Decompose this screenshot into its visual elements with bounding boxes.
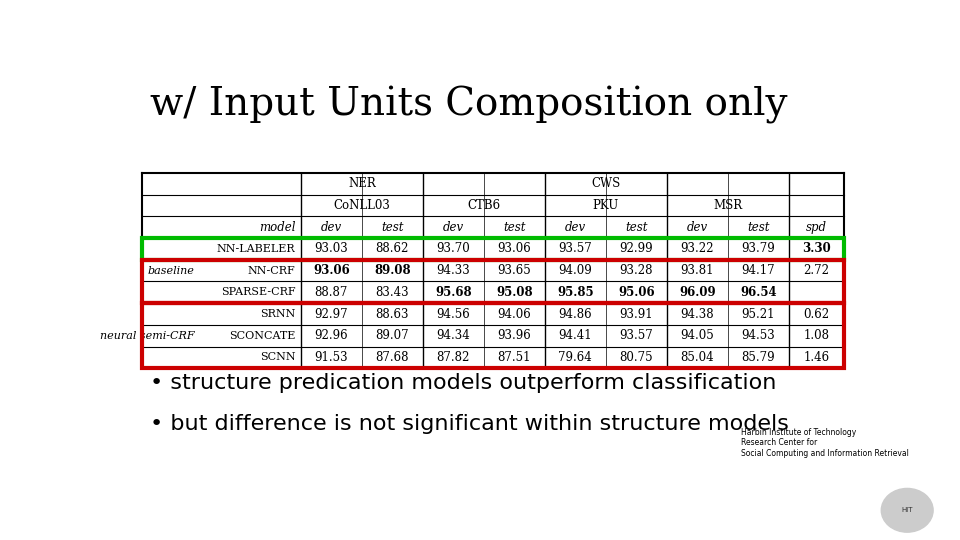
Text: dev: dev xyxy=(564,221,586,234)
Text: 94.53: 94.53 xyxy=(741,329,776,342)
Text: 93.03: 93.03 xyxy=(315,242,348,255)
Text: 83.43: 83.43 xyxy=(375,286,409,299)
Text: 80.75: 80.75 xyxy=(619,351,653,364)
Text: 1.08: 1.08 xyxy=(804,329,829,342)
Text: w/ Input Units Composition only: w/ Input Units Composition only xyxy=(150,85,787,124)
Bar xyxy=(142,238,844,260)
Text: 85.04: 85.04 xyxy=(681,351,714,364)
Text: 92.96: 92.96 xyxy=(315,329,348,342)
Text: Harbin Institute of Technology
Research Center for
Social Computing and Informat: Harbin Institute of Technology Research … xyxy=(741,428,909,458)
Text: 94.56: 94.56 xyxy=(437,308,470,321)
Text: 88.63: 88.63 xyxy=(375,308,409,321)
Text: 87.51: 87.51 xyxy=(497,351,531,364)
Text: 95.08: 95.08 xyxy=(496,286,533,299)
Text: neural semi-CRF: neural semi-CRF xyxy=(100,331,194,341)
Text: 91.53: 91.53 xyxy=(315,351,348,364)
Text: 94.06: 94.06 xyxy=(497,308,531,321)
Text: 94.09: 94.09 xyxy=(559,264,592,277)
Text: 1.46: 1.46 xyxy=(804,351,829,364)
Text: SCNN: SCNN xyxy=(260,353,296,362)
Text: 93.28: 93.28 xyxy=(619,264,653,277)
Text: spd: spd xyxy=(805,221,827,234)
Circle shape xyxy=(881,488,933,532)
Text: NN-LABELER: NN-LABELER xyxy=(217,244,296,254)
Text: SPARSE-CRF: SPARSE-CRF xyxy=(221,287,296,298)
Text: NN-CRF: NN-CRF xyxy=(248,266,296,275)
Text: SCONCATE: SCONCATE xyxy=(229,331,296,341)
Text: 79.64: 79.64 xyxy=(559,351,592,364)
Text: dev: dev xyxy=(686,221,708,234)
Text: 94.41: 94.41 xyxy=(559,329,592,342)
Text: 87.68: 87.68 xyxy=(375,351,409,364)
Text: NER: NER xyxy=(348,177,375,190)
Text: dev: dev xyxy=(443,221,464,234)
Text: 93.06: 93.06 xyxy=(313,264,349,277)
Text: 95.06: 95.06 xyxy=(618,286,655,299)
Text: baseline: baseline xyxy=(148,266,194,275)
Text: 96.09: 96.09 xyxy=(679,286,715,299)
Text: 88.62: 88.62 xyxy=(375,242,409,255)
Text: 93.81: 93.81 xyxy=(681,264,714,277)
Text: 94.34: 94.34 xyxy=(437,329,470,342)
Text: 93.57: 93.57 xyxy=(559,242,592,255)
Text: 3.30: 3.30 xyxy=(802,242,830,255)
Text: PKU: PKU xyxy=(592,199,619,212)
Text: 89.08: 89.08 xyxy=(374,264,411,277)
Text: • but difference is not significant within structure models: • but difference is not significant with… xyxy=(150,415,788,435)
Text: 89.07: 89.07 xyxy=(375,329,409,342)
Text: CoNLL03: CoNLL03 xyxy=(333,199,390,212)
Text: test: test xyxy=(381,221,403,234)
Text: 93.70: 93.70 xyxy=(437,242,470,255)
Text: CTB6: CTB6 xyxy=(468,199,500,212)
Text: dev: dev xyxy=(321,221,342,234)
Text: 0.62: 0.62 xyxy=(804,308,829,321)
Text: 93.06: 93.06 xyxy=(497,242,531,255)
Text: test: test xyxy=(747,221,770,234)
Text: 2.72: 2.72 xyxy=(804,264,829,277)
Text: 95.68: 95.68 xyxy=(435,286,471,299)
Text: 85.79: 85.79 xyxy=(741,351,775,364)
Text: MSR: MSR xyxy=(713,199,742,212)
Text: 93.57: 93.57 xyxy=(619,329,653,342)
Text: 95.21: 95.21 xyxy=(742,308,775,321)
Text: 92.97: 92.97 xyxy=(315,308,348,321)
Text: 87.82: 87.82 xyxy=(437,351,470,364)
Text: • structure predication models outperform classification: • structure predication models outperfor… xyxy=(150,373,776,393)
Text: CWS: CWS xyxy=(591,177,620,190)
Text: 96.54: 96.54 xyxy=(740,286,777,299)
Text: 93.65: 93.65 xyxy=(497,264,531,277)
Text: 93.79: 93.79 xyxy=(741,242,776,255)
Text: 94.33: 94.33 xyxy=(437,264,470,277)
Text: 93.91: 93.91 xyxy=(619,308,653,321)
Text: test: test xyxy=(625,221,648,234)
Text: 92.99: 92.99 xyxy=(619,242,653,255)
Text: 94.86: 94.86 xyxy=(559,308,592,321)
Text: 94.17: 94.17 xyxy=(741,264,775,277)
Text: SRNN: SRNN xyxy=(260,309,296,319)
Text: model: model xyxy=(259,221,296,234)
Text: 95.85: 95.85 xyxy=(557,286,593,299)
Text: 88.87: 88.87 xyxy=(315,286,348,299)
Text: 94.05: 94.05 xyxy=(681,329,714,342)
Text: 93.96: 93.96 xyxy=(497,329,531,342)
Text: 93.22: 93.22 xyxy=(681,242,714,255)
Text: 94.38: 94.38 xyxy=(681,308,714,321)
Text: HIT: HIT xyxy=(901,507,913,514)
Text: test: test xyxy=(503,221,525,234)
